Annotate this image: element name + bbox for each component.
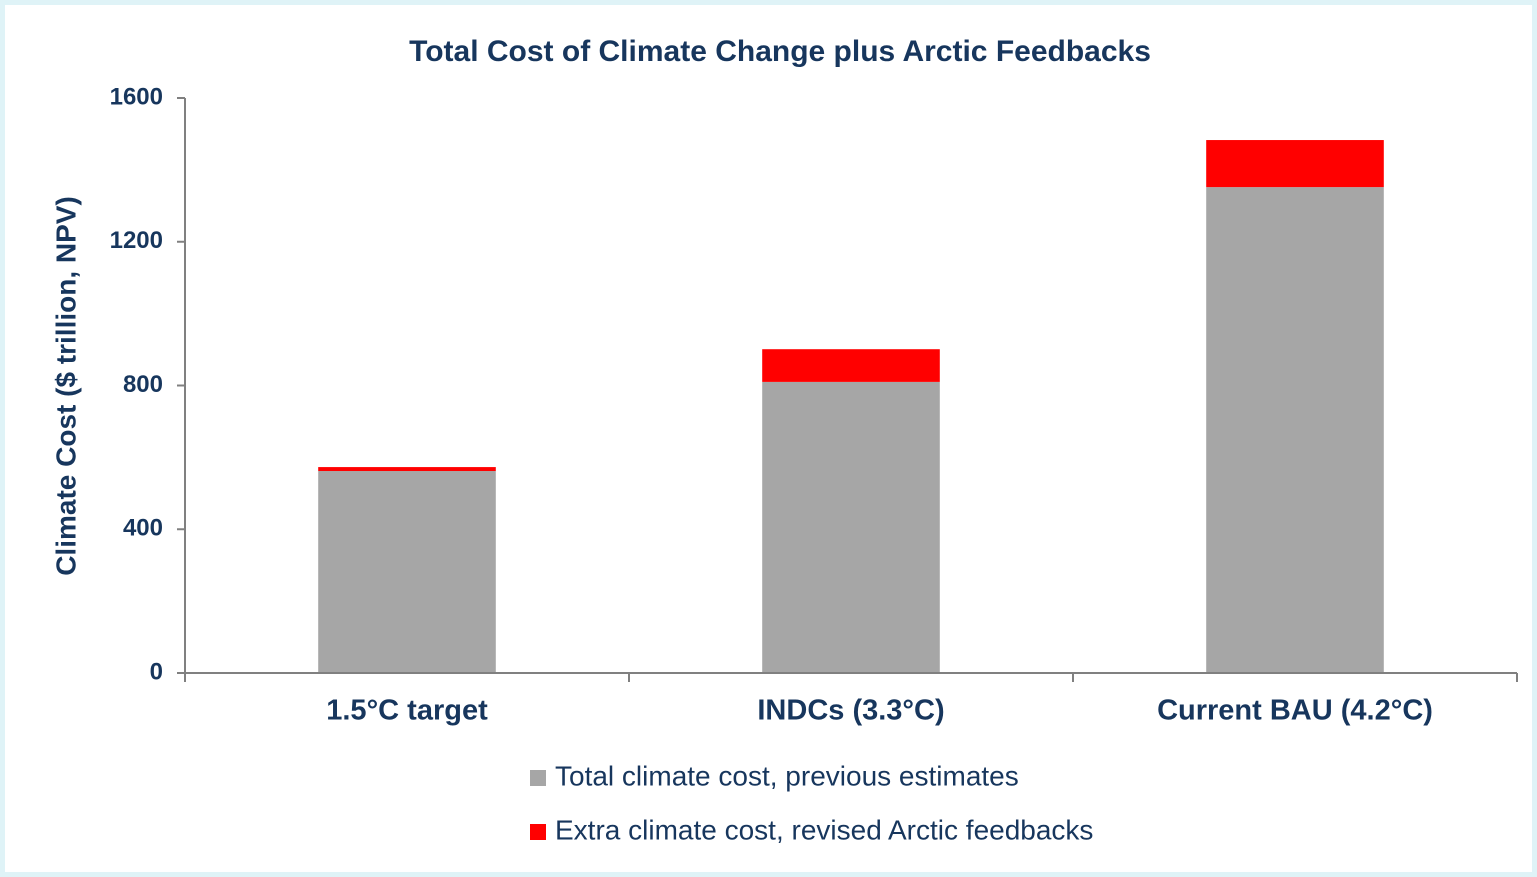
y-tick-label: 800 [123, 371, 163, 398]
bar-segment [762, 381, 940, 673]
legend-swatch [530, 770, 546, 786]
legend-label: Extra climate cost, revised Arctic feedb… [555, 814, 1093, 845]
y-tick-label: 1200 [110, 227, 163, 254]
x-tick-label: 1.5°C target [326, 695, 488, 727]
bar-segment [1206, 187, 1384, 673]
y-axis-label: Climate Cost ($ trillion, NPV) [50, 196, 81, 576]
chart-title: Total Cost of Climate Change plus Arctic… [409, 35, 1151, 68]
legend-swatch [530, 824, 546, 840]
x-tick-label: Current BAU (4.2°C) [1157, 695, 1433, 727]
bar-segment [318, 467, 496, 472]
bar-segment [1206, 140, 1384, 188]
y-tick-label: 0 [150, 658, 163, 685]
bar-segment [318, 471, 496, 673]
bar-segment [762, 349, 940, 382]
x-tick-label: INDCs (3.3°C) [757, 695, 944, 727]
y-tick-label: 400 [123, 515, 163, 542]
legend-label: Total climate cost, previous estimates [555, 760, 1019, 791]
y-tick-label: 1600 [110, 83, 163, 110]
